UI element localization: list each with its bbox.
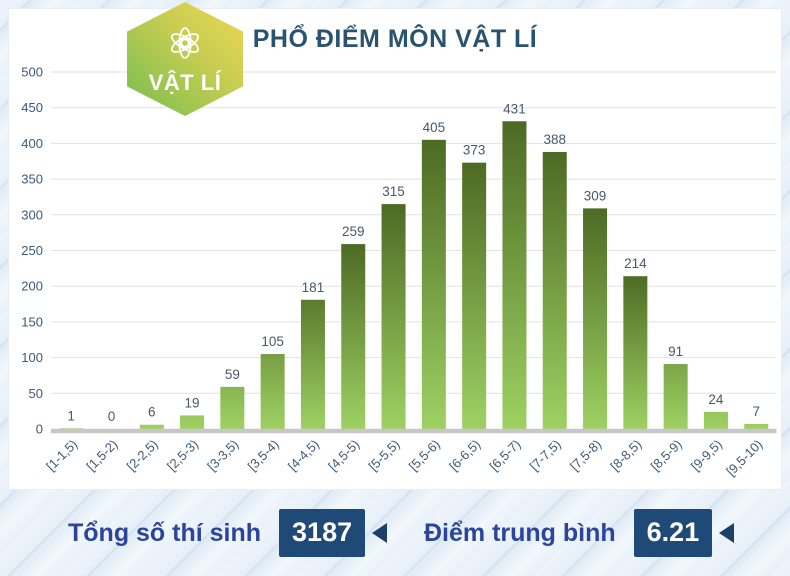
average-score-label: Điểm trung bình (424, 518, 616, 547)
bar-value-label: 388 (543, 132, 566, 147)
bar-value-label: 1 (67, 408, 75, 423)
x-axis-label: [8,5-9) (648, 437, 685, 474)
bar-value-label: 19 (185, 395, 200, 410)
bar-value-label: 181 (302, 280, 325, 295)
x-axis-label: [7,5-8) (567, 437, 604, 474)
footer-stats-bar: Tổng số thí sinh 3187 Điểm trung bình 6.… (0, 490, 790, 576)
bar-value-label: 105 (261, 334, 284, 349)
chart-title: PHỔ ĐIỂM MÔN VẬT LÍ (252, 25, 538, 53)
y-axis-tick-label: 300 (21, 207, 43, 222)
subject-badge-label: VẬT LÍ (148, 70, 222, 95)
bar (583, 208, 608, 429)
y-axis-tick-label: 500 (21, 65, 43, 80)
bar-value-label: 0 (108, 409, 116, 424)
bar-value-label: 259 (342, 224, 365, 239)
bar (341, 244, 366, 429)
x-axis-label: [3,5-4) (245, 437, 282, 474)
y-axis-tick-label: 200 (21, 279, 43, 294)
bar-value-label: 59 (225, 367, 240, 382)
y-axis-tick-label: 50 (29, 386, 43, 401)
bar-value-label: 373 (463, 143, 486, 158)
bar (703, 411, 728, 429)
bar-value-label: 91 (668, 344, 683, 359)
x-axis-label: [9,5-10) (723, 437, 765, 479)
y-axis-tick-label: 150 (21, 314, 43, 329)
bar-value-label: 431 (503, 101, 526, 116)
bar (300, 299, 325, 429)
average-score-stat: Điểm trung bình 6.21 (424, 490, 735, 576)
x-axis-label: [5,5-6) (406, 437, 443, 474)
bar (180, 415, 205, 429)
average-score-value: 6.21 (633, 509, 713, 557)
x-axis-label: [4-4,5) (285, 437, 322, 474)
y-axis-tick-label: 100 (21, 350, 43, 365)
y-axis-tick-label: 0 (36, 422, 43, 437)
x-axis-label: [1-1,5) (43, 437, 80, 474)
total-students-label: Tổng số thí sinh (68, 518, 262, 547)
y-axis-tick-label: 450 (21, 100, 43, 115)
bar-value-label: 6 (148, 405, 156, 420)
x-axis-label: [2,5-3) (164, 437, 201, 474)
bar (663, 364, 688, 429)
bar (139, 424, 164, 429)
bar (542, 151, 567, 429)
y-axis-tick-label: 250 (21, 243, 43, 258)
bar-value-label: 309 (584, 188, 607, 203)
x-axis-label: [8-8,5) (607, 437, 644, 474)
atom-icon (164, 22, 206, 69)
bar (744, 424, 769, 429)
total-students-stat: Tổng số thí sinh 3187 (68, 490, 388, 576)
x-axis-label: [3-3,5) (204, 437, 241, 474)
bar-value-label: 7 (752, 404, 760, 419)
bar (421, 139, 446, 429)
bar (381, 204, 406, 429)
bar-value-label: 214 (624, 256, 647, 271)
chart-card: PHỔ ĐIỂM MÔN VẬT LÍ 0 50 100 150 200 250 300 35… (8, 8, 782, 490)
x-axis-label: [6,5-7) (486, 437, 523, 474)
bar-value-label: 315 (382, 184, 405, 199)
x-axis-label: [6-6,5) (446, 437, 483, 474)
bar-value-label: 24 (708, 392, 724, 407)
x-axis-label: [2-2,5) (124, 437, 161, 474)
x-axis-label: [1,5-2) (83, 437, 120, 474)
bar (462, 162, 487, 430)
score-distribution-chart: 0501001502002503003504004505001[1-1,5)0[… (21, 65, 777, 479)
total-students-value: 3187 (279, 509, 366, 557)
left-arrow-icon (719, 523, 735, 543)
y-axis-tick-label: 400 (21, 136, 43, 151)
bar (502, 121, 527, 430)
bar-value-label: 405 (423, 120, 446, 135)
x-axis-label: [5-5,5) (365, 437, 402, 474)
x-axis-label: [9-9,5) (688, 437, 725, 474)
bar (623, 276, 648, 429)
left-arrow-icon (372, 523, 388, 543)
y-axis-tick-label: 350 (21, 172, 43, 187)
bar (260, 354, 285, 429)
bar (220, 386, 245, 429)
x-axis-label: [4,5-5) (325, 437, 362, 474)
x-axis-label: [7-7,5) (527, 437, 564, 474)
